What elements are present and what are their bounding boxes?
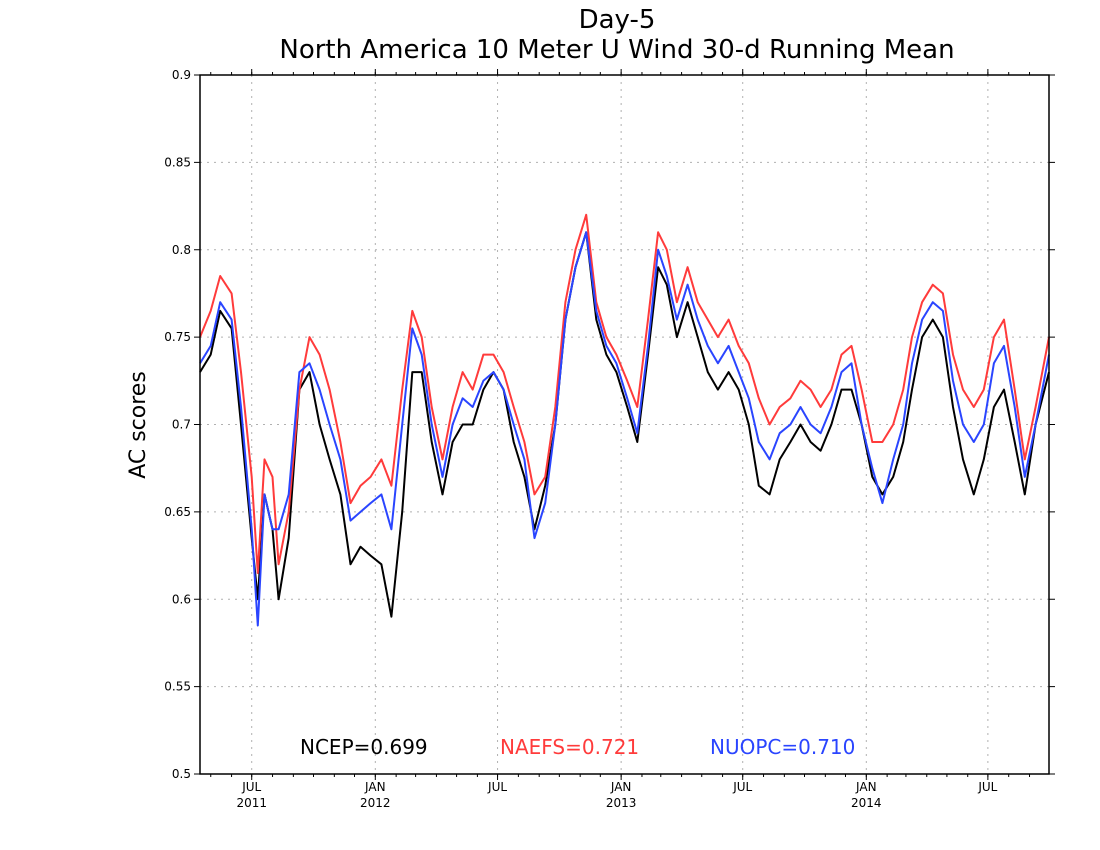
- legend-nuopc: NUOPC=0.710: [710, 735, 855, 759]
- x-tick-year-label: 2011: [236, 796, 267, 810]
- x-tick-label: JUL: [977, 780, 997, 794]
- plot-frame: [199, 74, 1050, 775]
- y-tick-label: 0.85: [164, 155, 191, 169]
- chart-title: Day-5: [579, 5, 656, 35]
- y-axis-ticks: 0.5 0.55 0.6 0.65 0.7 0.75 0.8 0.85 0.9: [164, 68, 1055, 781]
- series-line-naefs: [199, 213, 1050, 574]
- x-tick-label: JUL: [732, 780, 752, 794]
- x-tick-year-label: 2013: [606, 796, 637, 810]
- series-line-nuopc: [199, 231, 1050, 627]
- grid: [200, 75, 1049, 774]
- series-line-ncep: [199, 231, 1050, 618]
- y-tick-label: 0.9: [172, 68, 191, 82]
- y-tick-label: 0.65: [164, 505, 191, 519]
- y-axis-label: AC scores: [126, 371, 151, 479]
- legend-naefs: NAEFS=0.721: [500, 735, 639, 759]
- x-tick-label: JAN: [855, 780, 877, 794]
- y-tick-label: 0.75: [164, 330, 191, 344]
- y-tick-label: 0.8: [172, 243, 191, 257]
- x-tick-label: JAN: [364, 780, 386, 794]
- y-tick-label: 0.7: [172, 418, 191, 432]
- series-lines: [199, 213, 1050, 627]
- x-tick-year-label: 2012: [360, 796, 391, 810]
- y-tick-label: 0.6: [172, 592, 191, 606]
- x-tick-label: JAN: [610, 780, 632, 794]
- legend-ncep: NCEP=0.699: [300, 735, 428, 759]
- x-tick-year-label: 2014: [851, 796, 882, 810]
- y-tick-label: 0.5: [172, 767, 191, 781]
- x-tick-label: JUL: [241, 780, 261, 794]
- chart-subtitle: North America 10 Meter U Wind 30-d Runni…: [279, 35, 954, 65]
- y-tick-label: 0.55: [164, 680, 191, 694]
- x-tick-label: JUL: [487, 780, 507, 794]
